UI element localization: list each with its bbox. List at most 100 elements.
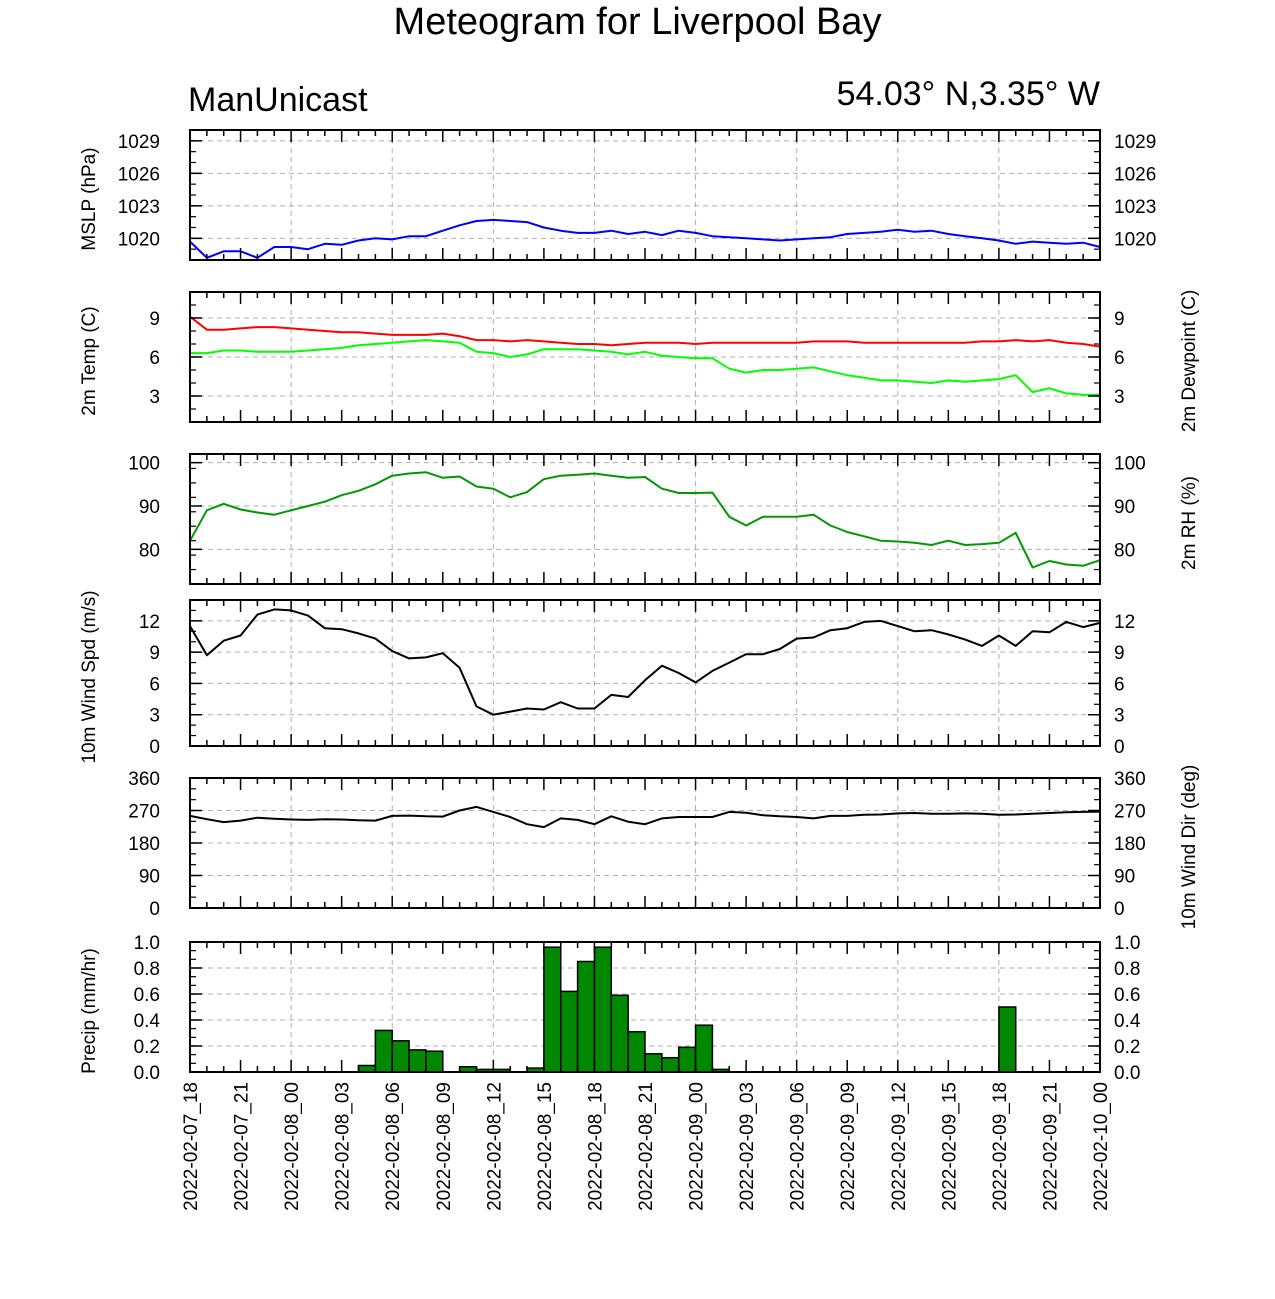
x-tick-label: 2022-02-09_12 (889, 1082, 910, 1211)
y-tick-label-right: 9 (1114, 309, 1125, 330)
precip-bar (425, 1050, 444, 1073)
series-line-mslp (189, 218, 1101, 259)
precip-bar (543, 946, 562, 1073)
y-axis-title-left: MSLP (hPa) (79, 147, 100, 250)
x-tick-label: 2022-02-08_06 (383, 1082, 404, 1211)
panel-frame (189, 453, 1101, 585)
y-tick-label-left: 1020 (118, 229, 160, 250)
x-tick-label: 2022-02-09_15 (939, 1082, 960, 1211)
precip-bar (644, 1053, 663, 1073)
panel-frame (189, 599, 1101, 747)
panel-1: 1020 1020 1023 1023 1026 1026 1029 1029 MSLP (hP… (79, 129, 1156, 261)
location-coordinates: 54.03° N,3.35° W (836, 75, 1100, 113)
x-tick-label: 2022-02-08_00 (282, 1082, 303, 1211)
y-tick-label-right: 100 (1114, 454, 1146, 475)
y-tick-label-right: 80 (1114, 540, 1135, 561)
y-tick-label-left: 9 (149, 643, 160, 664)
x-tick-label: 2022-02-10_00 (1091, 1082, 1112, 1211)
y-tick-label-left: 90 (139, 867, 160, 888)
y-tick-label-left: 360 (128, 769, 160, 790)
y-tick-label-left: 270 (128, 802, 160, 823)
x-tick-label: 2022-02-09_09 (838, 1082, 859, 1211)
y-axis-title-right: 2m Dewpoint (C) (1179, 290, 1200, 433)
y-tick-label-left: 90 (139, 497, 160, 518)
y-tick-label-right: 0 (1114, 737, 1125, 758)
model-name: ManUnicast (188, 81, 368, 119)
y-tick-label-right: 1020 (1114, 229, 1156, 250)
y-tick-label-right: 0.2 (1114, 1037, 1140, 1058)
y-tick-label-left: 3 (149, 706, 160, 727)
precip-bar (576, 960, 596, 1073)
y-tick-label-left: 0 (149, 737, 160, 758)
y-tick-label-right: 360 (1114, 769, 1146, 790)
panel-3: 80 80 90 90 100 100 2m RH (%) (128, 453, 1200, 585)
series-line-rh (189, 471, 1101, 569)
y-tick-label-right: 0.4 (1114, 1011, 1141, 1032)
x-axis-labels: 2022-02-07_18 2022-02-07_21 2022-02-08_00 2… (181, 1082, 1112, 1211)
precip-bar (610, 994, 629, 1073)
y-axis-title-right: 2m RH (%) (1179, 476, 1200, 570)
panel-6: 0.0 0.0 0.2 0.2 0.4 0.4 0.6 0.6 0.8 0.8 1.0 1.0 Prec… (79, 933, 1141, 1084)
series-line-dewpoint (190, 339, 1100, 396)
y-tick-label-left: 1023 (118, 197, 160, 218)
precip-bar (559, 990, 579, 1073)
precip-bar (998, 1006, 1017, 1073)
x-tick-label: 2022-02-08_12 (484, 1082, 505, 1211)
series-line-temp (189, 315, 1101, 348)
y-tick-label-left: 6 (149, 348, 160, 369)
y-axis-title-left: Precip (mm/hr) (79, 948, 100, 1074)
y-tick-label-right: 9 (1114, 643, 1125, 664)
precip-bar (677, 1046, 697, 1073)
chart-title: Meteogram for Liverpool Bay (393, 1, 882, 43)
x-tick-label: 2022-02-07_18 (181, 1082, 202, 1211)
y-tick-label-left: 12 (139, 612, 160, 633)
y-tick-label-right: 270 (1114, 802, 1146, 823)
y-tick-label-right: 90 (1114, 867, 1135, 888)
y-tick-label-left: 100 (128, 454, 160, 475)
precip-bar (593, 946, 613, 1073)
x-tick-label: 2022-02-09_06 (788, 1082, 809, 1211)
y-tick-label-left: 0.6 (134, 985, 160, 1006)
precip-bar (408, 1049, 427, 1073)
y-tick-label-right: 90 (1114, 497, 1135, 518)
precip-bar (374, 1029, 393, 1073)
y-tick-label-right: 1029 (1114, 132, 1156, 153)
y-tick-label-right: 0.8 (1114, 959, 1140, 980)
y-tick-label-left: 9 (149, 309, 160, 330)
precip-bar (661, 1056, 680, 1073)
precip-bar (627, 1030, 646, 1073)
x-tick-label: 2022-02-09_18 (990, 1082, 1011, 1211)
y-tick-label-right: 0.0 (1114, 1063, 1140, 1084)
precip-bar (391, 1040, 410, 1073)
y-tick-label-left: 80 (139, 540, 160, 561)
panel-5: 0 0 90 90 180 180 270 270 360 360 10m Wind Dir (de… (128, 765, 1200, 930)
y-axis-title-right: 10m Wind Dir (deg) (1179, 765, 1200, 930)
panel-2: 3 3 6 6 9 9 2m Temp (C) 2m Dewpoint (C) (79, 290, 1200, 433)
x-tick-label: 2022-02-07_21 (232, 1082, 253, 1211)
x-tick-label: 2022-02-08_15 (535, 1082, 556, 1211)
y-tick-label-right: 1026 (1114, 164, 1156, 185)
x-tick-label: 2022-02-09_03 (737, 1082, 758, 1211)
y-tick-label-left: 6 (149, 674, 160, 695)
x-tick-label: 2022-02-08_18 (585, 1082, 606, 1211)
y-tick-label-right: 12 (1114, 612, 1135, 633)
series-line-wind (189, 805, 1101, 829)
y-tick-label-left: 1.0 (134, 933, 160, 954)
y-axis-title-left: 2m Temp (C) (79, 306, 100, 415)
y-tick-label-right: 6 (1114, 348, 1125, 369)
x-tick-label: 2022-02-09_00 (687, 1082, 708, 1211)
x-tick-label: 2022-02-08_21 (636, 1082, 657, 1211)
y-tick-label-right: 0.6 (1114, 985, 1140, 1006)
x-tick-label: 2022-02-08_09 (434, 1082, 455, 1211)
panel-frame (189, 129, 1101, 261)
y-tick-label-left: 0.4 (134, 1011, 161, 1032)
panel-4: 0 0 3 3 6 6 9 9 12 12 10m Wind Spd (m/s) (79, 590, 1135, 763)
y-tick-label-right: 3 (1114, 387, 1125, 408)
x-tick-label: 2022-02-08_03 (333, 1082, 354, 1211)
y-tick-label-left: 0.8 (134, 959, 160, 980)
y-tick-label-left: 0.0 (134, 1063, 160, 1084)
y-axis-title-left: 10m Wind Spd (m/s) (79, 590, 100, 763)
precip-bar (694, 1024, 714, 1073)
y-tick-label-right: 0 (1114, 899, 1125, 920)
